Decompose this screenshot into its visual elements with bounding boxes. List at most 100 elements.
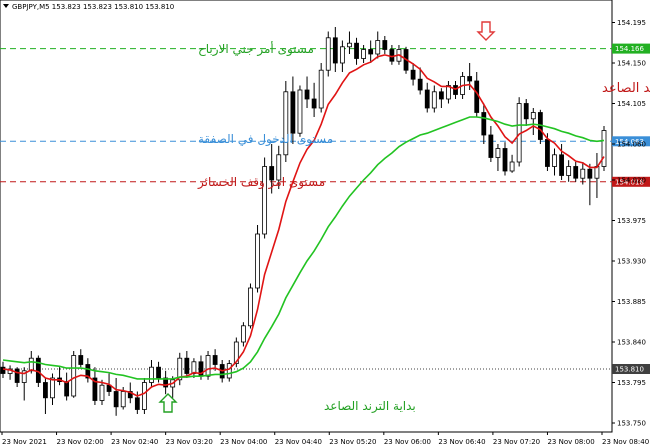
price-label: 154.166 xyxy=(615,45,644,53)
candle-body xyxy=(255,233,260,289)
candle-body xyxy=(262,166,268,235)
candle-body xyxy=(28,357,34,372)
candle-body xyxy=(573,166,579,179)
candle-body xyxy=(530,112,536,120)
candle-body xyxy=(304,89,310,100)
candle-body xyxy=(446,85,451,100)
candle-body xyxy=(212,355,218,365)
candle-body xyxy=(191,361,197,374)
candle-body xyxy=(156,366,161,379)
candle-body xyxy=(488,134,494,158)
candle-body xyxy=(523,103,529,120)
price-label: 154.063 xyxy=(615,138,644,146)
price-label-box xyxy=(612,176,650,187)
x-tick-label: 23 Nov 07:20 xyxy=(493,438,540,446)
candle-body xyxy=(347,42,352,48)
y-tick-label: 154.150 xyxy=(617,60,646,68)
candle-body xyxy=(71,355,77,397)
x-tick-label: 23 Nov 06:00 xyxy=(384,438,431,446)
candle-body xyxy=(389,49,395,62)
candle-body xyxy=(587,168,593,179)
candle-body xyxy=(559,154,564,176)
candle-body xyxy=(382,40,388,50)
moving-averages xyxy=(2,54,605,397)
candle-body xyxy=(120,391,126,408)
annotation-stop-loss: مستوى امر وقف الخسائر xyxy=(197,175,325,190)
candle-body xyxy=(99,384,105,401)
candle-body xyxy=(50,377,55,399)
candle-body xyxy=(325,37,331,71)
plot-frame xyxy=(0,0,613,433)
candle-body xyxy=(594,166,600,179)
candle-body xyxy=(127,391,133,399)
candle-body xyxy=(269,166,275,181)
slow-ma-line xyxy=(2,116,605,380)
candle-body xyxy=(21,370,27,383)
up-arrow-icon xyxy=(158,393,178,413)
candle-body xyxy=(226,363,232,379)
candle-body xyxy=(318,69,324,109)
candle-body xyxy=(134,397,140,410)
candle-body xyxy=(431,91,437,109)
candle-body xyxy=(205,355,211,377)
candle-body xyxy=(502,148,508,172)
candle-body xyxy=(495,148,501,158)
y-tick-label: 153.795 xyxy=(617,379,646,387)
candle-body xyxy=(474,80,480,113)
candle-body xyxy=(297,89,303,134)
candle-body xyxy=(85,364,91,379)
time-axis: 23 Nov 2021 23 Nov 02:00 23 Nov 02:40 23 No… xyxy=(1,432,649,446)
candles xyxy=(0,27,607,416)
candle-body xyxy=(177,357,183,381)
x-tick-label: 23 Nov 05:20 xyxy=(329,438,376,446)
candle-body xyxy=(332,37,338,64)
x-tick-label: 23 Nov 06:40 xyxy=(438,438,485,446)
chart-menu-icon[interactable] xyxy=(3,4,9,8)
chart-header: GBPJPY,M5 153.823 153.823 153.810 153.81… xyxy=(3,3,174,11)
candle-body xyxy=(410,69,416,80)
price-label-box xyxy=(612,364,650,374)
y-tick-label: 153.840 xyxy=(617,339,646,347)
y-tick-label: 154.020 xyxy=(617,177,646,185)
x-tick-label: 23 Nov 04:00 xyxy=(220,438,267,446)
candle-body xyxy=(552,154,557,167)
candle-body xyxy=(438,91,444,100)
candle-body xyxy=(283,91,289,156)
candle-body xyxy=(467,76,473,82)
y-tick-label: 154.195 xyxy=(617,19,646,27)
candle-body xyxy=(545,139,550,167)
price-axis: 153.750 153.795 153.840 153.885 153.930 153.9… xyxy=(612,19,646,428)
price-label: 153.810 xyxy=(615,366,644,374)
candle-body xyxy=(43,382,48,399)
annotation-trend-start: بداية الترند الصاعد xyxy=(324,399,416,414)
x-tick-label: 23 Nov 08:00 xyxy=(547,438,594,446)
candle-body xyxy=(601,130,607,167)
candle-body xyxy=(580,168,586,179)
annotations: مستوى أمر جني الارباح مستوى الدخول في ال… xyxy=(158,21,650,414)
price-label: 154.018 xyxy=(615,178,644,186)
candle-body xyxy=(339,46,345,64)
candle-body xyxy=(311,98,317,109)
candle-body xyxy=(509,161,515,172)
candle-body xyxy=(248,287,253,327)
symbol-ohlc: GBPJPY,M5 153.823 153.823 153.810 153.81… xyxy=(12,3,174,11)
x-tick-label: 23 Nov 04:40 xyxy=(275,438,322,446)
y-tick-label: 153.750 xyxy=(617,420,646,428)
y-tick-label: 153.885 xyxy=(617,298,646,306)
candle-body xyxy=(0,366,6,374)
x-tick-label: 23 Nov 02:40 xyxy=(111,438,158,446)
y-tick-label: 154.105 xyxy=(617,100,646,108)
candle-body xyxy=(481,112,487,136)
candle-body xyxy=(149,366,154,383)
candle-body xyxy=(142,382,147,410)
annotation-trend-end: نهاية الترند الصاعد xyxy=(602,81,650,96)
x-tick-label: 23 Nov 03:20 xyxy=(166,438,213,446)
y-tick-label: 153.975 xyxy=(617,217,646,225)
candle-body xyxy=(78,355,84,365)
candle-body xyxy=(361,49,367,59)
y-tick-label: 153.930 xyxy=(617,258,646,266)
candle-body xyxy=(92,377,98,401)
candle-body xyxy=(368,49,374,55)
